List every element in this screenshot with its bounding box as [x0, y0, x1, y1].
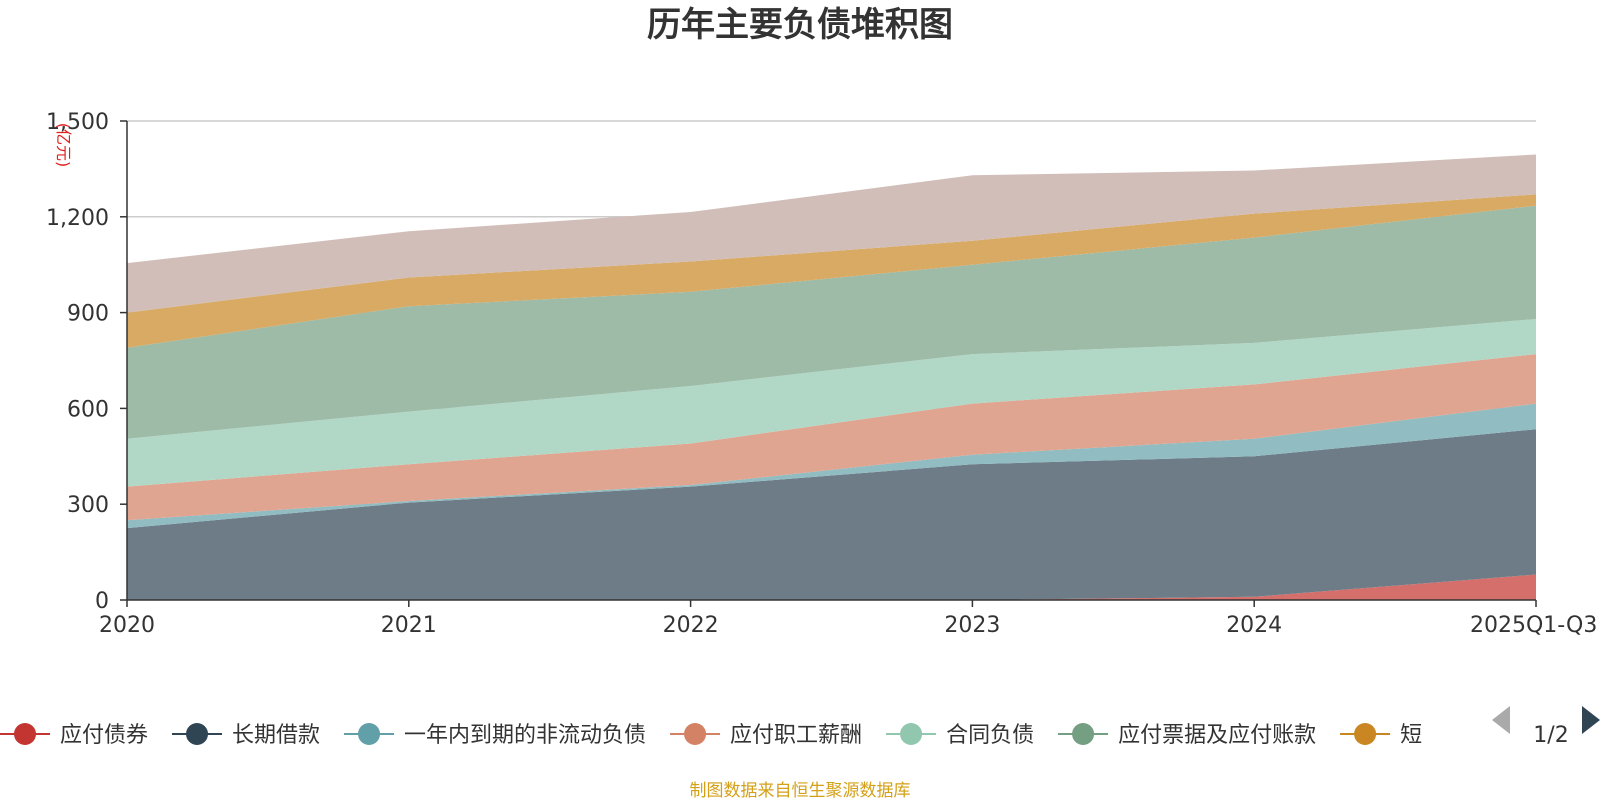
x-tick-label: 2021 [381, 613, 437, 638]
area-series-应付职工薪酬[interactable] [127, 354, 1536, 521]
legend-next-page-icon[interactable] [1582, 706, 1600, 734]
legend-page-indicator: 1/2 [1533, 723, 1568, 748]
data-source-note: 制图数据来自恒生聚源数据库 [690, 781, 911, 800]
legend[interactable]: 应付债券 长期借款 一年内到期的非流动负债 应付职工薪酬 合同负债 应付票据及应付账款 短 [0, 723, 1422, 748]
y-tick-label: 300 [67, 493, 109, 518]
legend-prev-page-icon[interactable] [1492, 706, 1510, 734]
legend-label: 短 [1400, 723, 1422, 748]
x-tick-label: 2024 [1226, 613, 1282, 638]
x-tick-label: 2025Q1-Q3 [1470, 613, 1597, 638]
legend-circle-icon [358, 723, 381, 745]
legend-item[interactable]: 长期借款 [172, 723, 320, 748]
area-series-group [127, 154, 1536, 601]
area-series-其他负债[interactable] [127, 154, 1536, 313]
y-axis-unit-label: (亿元) [54, 123, 73, 168]
legend-item[interactable]: 一年内到期的非流动负债 [344, 723, 646, 748]
legend-label: 长期借款 [232, 723, 320, 748]
area-series-应付债券[interactable] [127, 574, 1536, 601]
legend-circle-icon [684, 723, 707, 745]
area-series-长期借款[interactable] [127, 429, 1536, 600]
legend-label: 应付债券 [60, 723, 148, 748]
x-tick-label: 2023 [944, 613, 1000, 638]
legend-pager[interactable]: 1/2 [1492, 706, 1600, 748]
legend-circle-icon [900, 723, 923, 745]
y-tick-label: 1,200 [46, 206, 109, 231]
legend-item[interactable]: 应付职工薪酬 [670, 723, 862, 748]
axes: 0 300 600 900 1,200 1,500 2020 2021 2022 2023 2024… [46, 110, 1597, 638]
chart-title: 历年主要负债堆积图 [647, 5, 953, 45]
legend-circle-icon [1354, 723, 1377, 745]
area-series-短期借款[interactable] [127, 194, 1536, 348]
x-tick-label: 2022 [663, 613, 719, 638]
y-tick-label: 600 [67, 397, 109, 422]
legend-label: 一年内到期的非流动负债 [404, 723, 646, 748]
y-tick-label: 0 [95, 589, 109, 614]
legend-circle-icon [1072, 723, 1095, 745]
y-tick-label: 900 [67, 302, 109, 327]
x-tick-label: 2020 [99, 613, 155, 638]
legend-item[interactable]: 应付债券 [0, 723, 148, 748]
legend-label: 应付职工薪酬 [730, 723, 862, 748]
legend-circle-icon [14, 723, 36, 745]
legend-item[interactable]: 应付票据及应付账款 [1058, 723, 1316, 748]
area-series-应付票据及应付账款[interactable] [127, 205, 1536, 439]
area-series-合同负债[interactable] [127, 319, 1536, 487]
legend-item[interactable]: 短 [1340, 723, 1422, 748]
y-tick-label: 1,500 [46, 110, 109, 135]
legend-item[interactable]: 合同负债 [886, 723, 1034, 748]
legend-circle-icon [186, 723, 209, 745]
legend-label: 合同负债 [946, 723, 1034, 748]
legend-label: 应付票据及应付账款 [1118, 723, 1316, 748]
